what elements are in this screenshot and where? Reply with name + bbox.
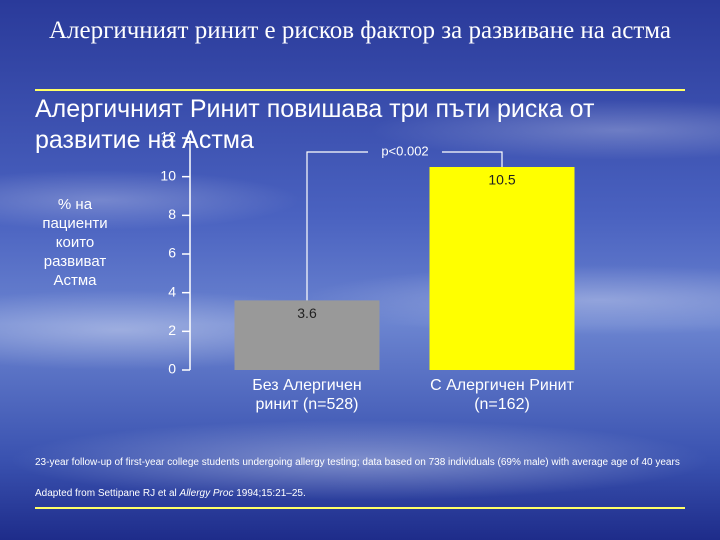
source: Adapted from Settipane RJ et al Allergy … bbox=[35, 488, 306, 499]
bar bbox=[429, 167, 575, 370]
bar bbox=[234, 300, 380, 370]
y-tick-label: 6 bbox=[168, 245, 176, 261]
x-tick-label: С Алергичен Ринит (n=162) bbox=[430, 377, 574, 413]
footnote: 23-year follow-up of first-year college … bbox=[35, 457, 680, 468]
y-tick-label: 12 bbox=[160, 129, 176, 145]
subtitle: Алергичният Ринит повишава три пъти риск… bbox=[35, 95, 595, 154]
annotation: p<0.002 bbox=[381, 143, 428, 158]
value-label: 3.6 bbox=[297, 305, 317, 321]
bracket bbox=[306, 151, 368, 301]
x-tick-label: Без Алергичен ринит (n=528) bbox=[252, 377, 362, 413]
y-axis-label: % на пациенти които развиват Астма bbox=[42, 196, 108, 289]
bracket bbox=[442, 151, 503, 167]
y-tick-label: 2 bbox=[168, 322, 176, 338]
y-tick-label: 4 bbox=[168, 283, 176, 299]
value-label: 10.5 bbox=[488, 172, 515, 188]
source-journal: Allergy Proc bbox=[179, 488, 234, 499]
y-tick-label: 0 bbox=[168, 361, 176, 377]
y-tick-label: 8 bbox=[168, 206, 176, 222]
source-text: Adapted from Settipane RJ et al bbox=[35, 488, 180, 499]
title: Алергичният ринит е рисков фактор за раз… bbox=[48, 17, 672, 44]
source-text: 1994;15:21–25. bbox=[233, 488, 306, 499]
y-tick-label: 10 bbox=[160, 167, 176, 183]
